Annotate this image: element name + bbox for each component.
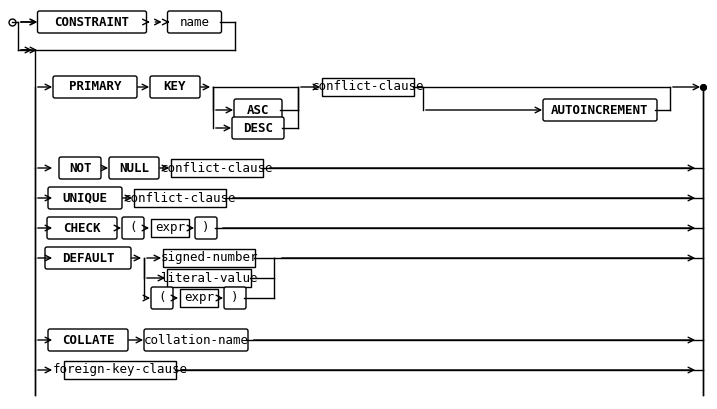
FancyBboxPatch shape xyxy=(47,217,117,239)
FancyBboxPatch shape xyxy=(322,78,414,96)
Text: KEY: KEY xyxy=(163,81,186,94)
Text: AUTOINCREMENT: AUTOINCREMENT xyxy=(551,103,649,117)
FancyBboxPatch shape xyxy=(134,189,226,207)
FancyBboxPatch shape xyxy=(224,287,246,309)
Text: COLLATE: COLLATE xyxy=(62,333,114,346)
Text: ): ) xyxy=(232,292,239,304)
FancyBboxPatch shape xyxy=(151,219,189,237)
Text: ASC: ASC xyxy=(247,103,270,117)
Text: (: ( xyxy=(129,222,137,234)
FancyBboxPatch shape xyxy=(232,117,284,139)
FancyBboxPatch shape xyxy=(122,217,144,239)
Text: PRIMARY: PRIMARY xyxy=(69,81,121,94)
FancyBboxPatch shape xyxy=(234,99,282,121)
Text: literal-value: literal-value xyxy=(161,272,257,285)
FancyBboxPatch shape xyxy=(151,287,173,309)
Text: expr: expr xyxy=(155,222,185,234)
Text: foreign-key-clause: foreign-key-clause xyxy=(52,364,188,377)
FancyBboxPatch shape xyxy=(167,269,251,287)
Text: ): ) xyxy=(202,222,210,234)
FancyBboxPatch shape xyxy=(37,11,146,33)
FancyBboxPatch shape xyxy=(45,247,131,269)
Text: conflict-clause: conflict-clause xyxy=(312,81,424,94)
Text: CONSTRAINT: CONSTRAINT xyxy=(54,16,130,29)
FancyBboxPatch shape xyxy=(150,76,200,98)
Text: NOT: NOT xyxy=(69,162,91,175)
FancyBboxPatch shape xyxy=(195,217,217,239)
FancyBboxPatch shape xyxy=(48,187,122,209)
Text: CHECK: CHECK xyxy=(63,222,101,234)
FancyBboxPatch shape xyxy=(59,157,101,179)
FancyBboxPatch shape xyxy=(109,157,159,179)
Text: DESC: DESC xyxy=(243,121,273,135)
Text: signed-number: signed-number xyxy=(161,252,257,265)
FancyBboxPatch shape xyxy=(163,249,255,267)
FancyBboxPatch shape xyxy=(168,11,222,33)
Text: UNIQUE: UNIQUE xyxy=(62,191,108,204)
Text: collation-name: collation-name xyxy=(143,333,249,346)
FancyBboxPatch shape xyxy=(64,361,176,379)
Text: (: ( xyxy=(158,292,166,304)
FancyBboxPatch shape xyxy=(144,329,248,351)
FancyBboxPatch shape xyxy=(53,76,137,98)
FancyBboxPatch shape xyxy=(48,329,128,351)
Text: DEFAULT: DEFAULT xyxy=(62,252,114,265)
Text: NULL: NULL xyxy=(119,162,149,175)
Text: conflict-clause: conflict-clause xyxy=(161,162,273,175)
Text: conflict-clause: conflict-clause xyxy=(124,191,236,204)
Text: name: name xyxy=(179,16,209,29)
FancyBboxPatch shape xyxy=(543,99,657,121)
Text: expr: expr xyxy=(184,292,214,304)
FancyBboxPatch shape xyxy=(180,289,218,307)
FancyBboxPatch shape xyxy=(171,159,263,177)
